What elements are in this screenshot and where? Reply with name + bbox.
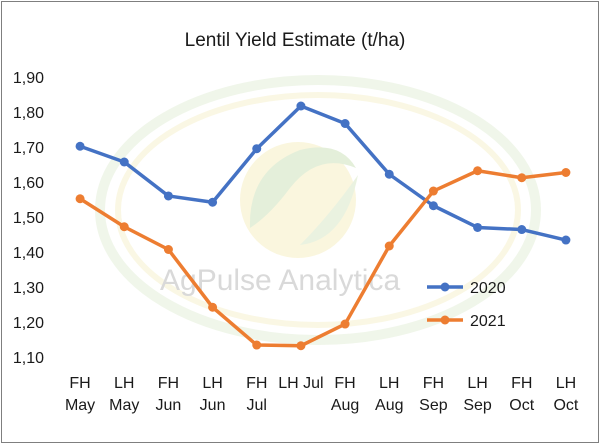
x-axis: FH May LH May FH Jun LH Jun FH Jul LH Jul FH Aug LH Au… xyxy=(65,375,579,414)
data-point-2020 xyxy=(428,201,438,211)
y-tick-label: 1,60 xyxy=(13,175,44,192)
data-point-2020 xyxy=(473,222,483,232)
x-tick-label: FH Jun xyxy=(156,375,182,414)
data-point-2021 xyxy=(208,302,218,312)
data-point-2021 xyxy=(517,173,527,183)
y-tick-label: 1,40 xyxy=(13,245,44,262)
legend-swatch-marker xyxy=(440,282,450,292)
x-tick-label: FH May xyxy=(65,375,95,414)
y-axis: 1,10 1,20 1,30 1,40 1,50 1,60 1,70 1,80 1,90 xyxy=(13,70,44,367)
x-tick-label: FH Jul xyxy=(246,375,267,414)
y-tick-label: 1,90 xyxy=(13,70,44,87)
data-point-2021 xyxy=(473,166,483,176)
x-tick-label: FH Aug xyxy=(331,375,359,414)
x-tick-label: LH Jul xyxy=(278,375,323,392)
data-point-2021 xyxy=(119,222,129,232)
x-tick-label: LH Aug xyxy=(375,375,403,414)
data-point-2021 xyxy=(428,186,438,196)
x-tick-label: LH Oct xyxy=(553,375,578,414)
data-point-2020 xyxy=(119,157,129,167)
data-point-2020 xyxy=(163,191,173,201)
legend-swatch-marker xyxy=(440,315,450,325)
y-tick-label: 1,80 xyxy=(13,105,44,122)
y-tick-label: 1,70 xyxy=(13,140,44,157)
data-point-2021 xyxy=(163,245,173,254)
data-point-2021 xyxy=(384,241,394,251)
data-point-2020 xyxy=(384,169,394,179)
y-tick-label: 1,50 xyxy=(13,210,44,227)
data-point-2021 xyxy=(561,168,571,177)
legend: 2020 2021 xyxy=(427,280,506,330)
x-tick-label: FH Oct xyxy=(509,375,534,414)
data-point-2020 xyxy=(75,141,85,151)
y-tick-label: 1,20 xyxy=(13,315,44,332)
y-tick-label: 1,30 xyxy=(13,280,44,297)
data-point-2020 xyxy=(296,101,306,111)
x-tick-label: FH Sep xyxy=(419,375,448,414)
data-point-2021 xyxy=(296,341,306,351)
watermark-logo xyxy=(95,75,541,345)
chart-title: Lentil Yield Estimate (t/ha) xyxy=(185,30,406,51)
legend-label: 2020 xyxy=(470,280,506,297)
x-tick-label: LH May xyxy=(109,375,139,414)
series-line-2020 xyxy=(78,104,568,242)
series-group xyxy=(75,101,571,351)
data-point-2020 xyxy=(517,225,527,235)
data-point-2021 xyxy=(340,319,350,329)
x-tick-label: LH Sep xyxy=(463,375,492,414)
legend-label: 2021 xyxy=(470,313,506,330)
series-line-2021 xyxy=(78,169,568,348)
y-tick-label: 1,10 xyxy=(13,350,44,367)
data-point-2020 xyxy=(561,235,571,245)
data-point-2021 xyxy=(252,340,262,350)
data-point-2020 xyxy=(340,119,350,128)
data-point-2020 xyxy=(252,144,262,154)
x-tick-label: LH Jun xyxy=(200,375,226,414)
data-point-2021 xyxy=(75,194,85,204)
data-point-2020 xyxy=(208,197,218,207)
